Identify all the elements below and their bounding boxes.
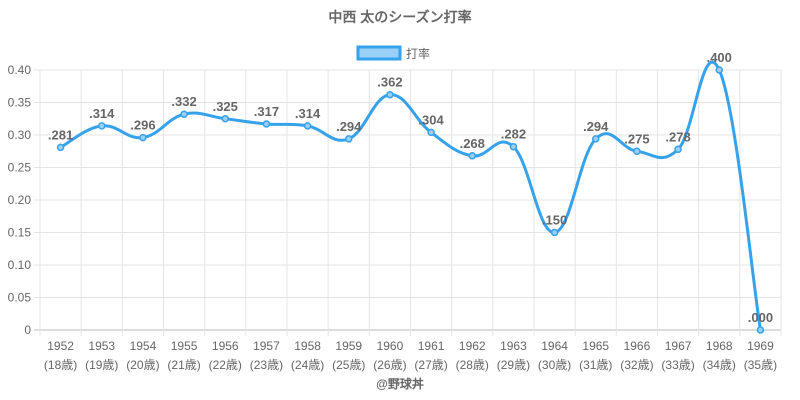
data-point bbox=[715, 66, 723, 74]
data-label: .296 bbox=[130, 118, 155, 133]
x-tick-label: 1954 bbox=[130, 339, 157, 353]
x-tick-age-label: (33歳) bbox=[661, 358, 694, 372]
x-tick-age-label: (27歳) bbox=[414, 358, 447, 372]
chart-title: 中西 太のシーズン打率 bbox=[328, 9, 471, 25]
x-tick-age-label: (29歳) bbox=[497, 358, 530, 372]
x-tick-age-label: (31歳) bbox=[579, 358, 612, 372]
x-tick-label: 1966 bbox=[624, 339, 651, 353]
x-tick-age-label: (26歳) bbox=[373, 358, 406, 372]
data-label: .294 bbox=[336, 119, 362, 134]
x-tick-age-label: (22歳) bbox=[209, 358, 242, 372]
data-point bbox=[56, 143, 65, 152]
data-point bbox=[550, 228, 559, 237]
x-tick-age-label: (28歳) bbox=[456, 358, 489, 372]
series-line bbox=[59, 60, 762, 331]
data-label: .281 bbox=[48, 127, 73, 142]
x-tick-age-label: (18歳) bbox=[44, 358, 77, 372]
legend[interactable]: 打率 bbox=[356, 45, 430, 61]
x-tick-label: 1952 bbox=[47, 339, 74, 353]
data-point bbox=[221, 115, 229, 123]
x-tick-label: 1956 bbox=[212, 339, 239, 353]
data-label: .314 bbox=[295, 106, 321, 121]
x-tick-age-label: (32歳) bbox=[620, 358, 653, 372]
data-point bbox=[756, 326, 765, 334]
x-tick-age-label: (19歳) bbox=[85, 358, 118, 372]
y-tick-label: 0 bbox=[24, 323, 31, 337]
data-point bbox=[633, 147, 641, 155]
x-tick-age-label: (35歳) bbox=[744, 358, 777, 372]
x-tick-age-label: (21歳) bbox=[167, 358, 200, 372]
y-tick-label: 0.40 bbox=[8, 63, 32, 77]
data-label: .294 bbox=[583, 119, 609, 134]
legend-swatch bbox=[356, 45, 402, 61]
y-tick-label: 0.15 bbox=[8, 226, 32, 240]
y-tick-label: 0.30 bbox=[8, 128, 32, 142]
data-point bbox=[345, 135, 353, 143]
x-tick-label: 1968 bbox=[706, 339, 733, 353]
x-tick-age-label: (34歳) bbox=[703, 358, 736, 372]
data-point bbox=[468, 152, 476, 160]
legend-label: 打率 bbox=[406, 46, 430, 61]
x-tick-label: 1965 bbox=[582, 339, 609, 353]
data-label: .317 bbox=[254, 104, 279, 119]
data-label: .275 bbox=[624, 131, 649, 146]
x-tick-label: 1961 bbox=[418, 339, 445, 353]
data-label: .268 bbox=[460, 136, 485, 151]
x-tick-age-label: (24歳) bbox=[291, 358, 324, 372]
data-label: .400 bbox=[707, 50, 732, 65]
data-label: .150 bbox=[542, 213, 567, 228]
x-tick-label: 1963 bbox=[500, 339, 527, 353]
data-label: .304 bbox=[418, 112, 444, 127]
y-tick-label: 0.25 bbox=[8, 161, 32, 175]
x-tick-age-label: (25歳) bbox=[332, 358, 365, 372]
x-tick-age-label: (20歳) bbox=[126, 358, 159, 372]
data-point bbox=[386, 90, 394, 99]
x-tick-label: 1962 bbox=[459, 339, 486, 353]
credit: @野球丼 bbox=[376, 376, 424, 391]
data-point bbox=[98, 122, 106, 130]
x-tick-age-label: (23歳) bbox=[250, 358, 283, 372]
x-tick-label: 1957 bbox=[253, 339, 280, 353]
data-label: .332 bbox=[171, 94, 196, 109]
data-point bbox=[509, 142, 518, 151]
data-label: .362 bbox=[377, 75, 402, 90]
x-tick-label: 1960 bbox=[377, 339, 404, 353]
data-point bbox=[139, 133, 147, 142]
x-tick-label: 1969 bbox=[747, 339, 774, 353]
y-tick-label: 0.35 bbox=[8, 96, 32, 110]
data-point bbox=[592, 135, 600, 143]
data-point bbox=[674, 145, 682, 154]
data-label: .000 bbox=[748, 310, 773, 325]
x-tick-label: 1967 bbox=[665, 339, 692, 353]
data-point bbox=[180, 110, 188, 118]
x-tick-label: 1955 bbox=[171, 339, 198, 353]
data-label: .278 bbox=[665, 129, 690, 144]
data-point bbox=[427, 128, 435, 137]
data-label: .314 bbox=[89, 106, 115, 121]
x-tick-label: 1953 bbox=[88, 339, 115, 353]
data-label: .325 bbox=[213, 99, 238, 114]
y-tick-label: 0.20 bbox=[8, 193, 32, 207]
y-tick-label: 0.05 bbox=[8, 291, 32, 305]
x-tick-label: 1959 bbox=[335, 339, 362, 353]
data-label: .282 bbox=[501, 127, 526, 142]
x-tick-label: 1964 bbox=[541, 339, 568, 353]
x-tick-label: 1958 bbox=[294, 339, 321, 353]
y-tick-label: 0.10 bbox=[8, 258, 32, 272]
data-point bbox=[303, 122, 312, 130]
x-tick-age-label: (30歳) bbox=[538, 358, 571, 372]
data-point bbox=[262, 120, 271, 128]
